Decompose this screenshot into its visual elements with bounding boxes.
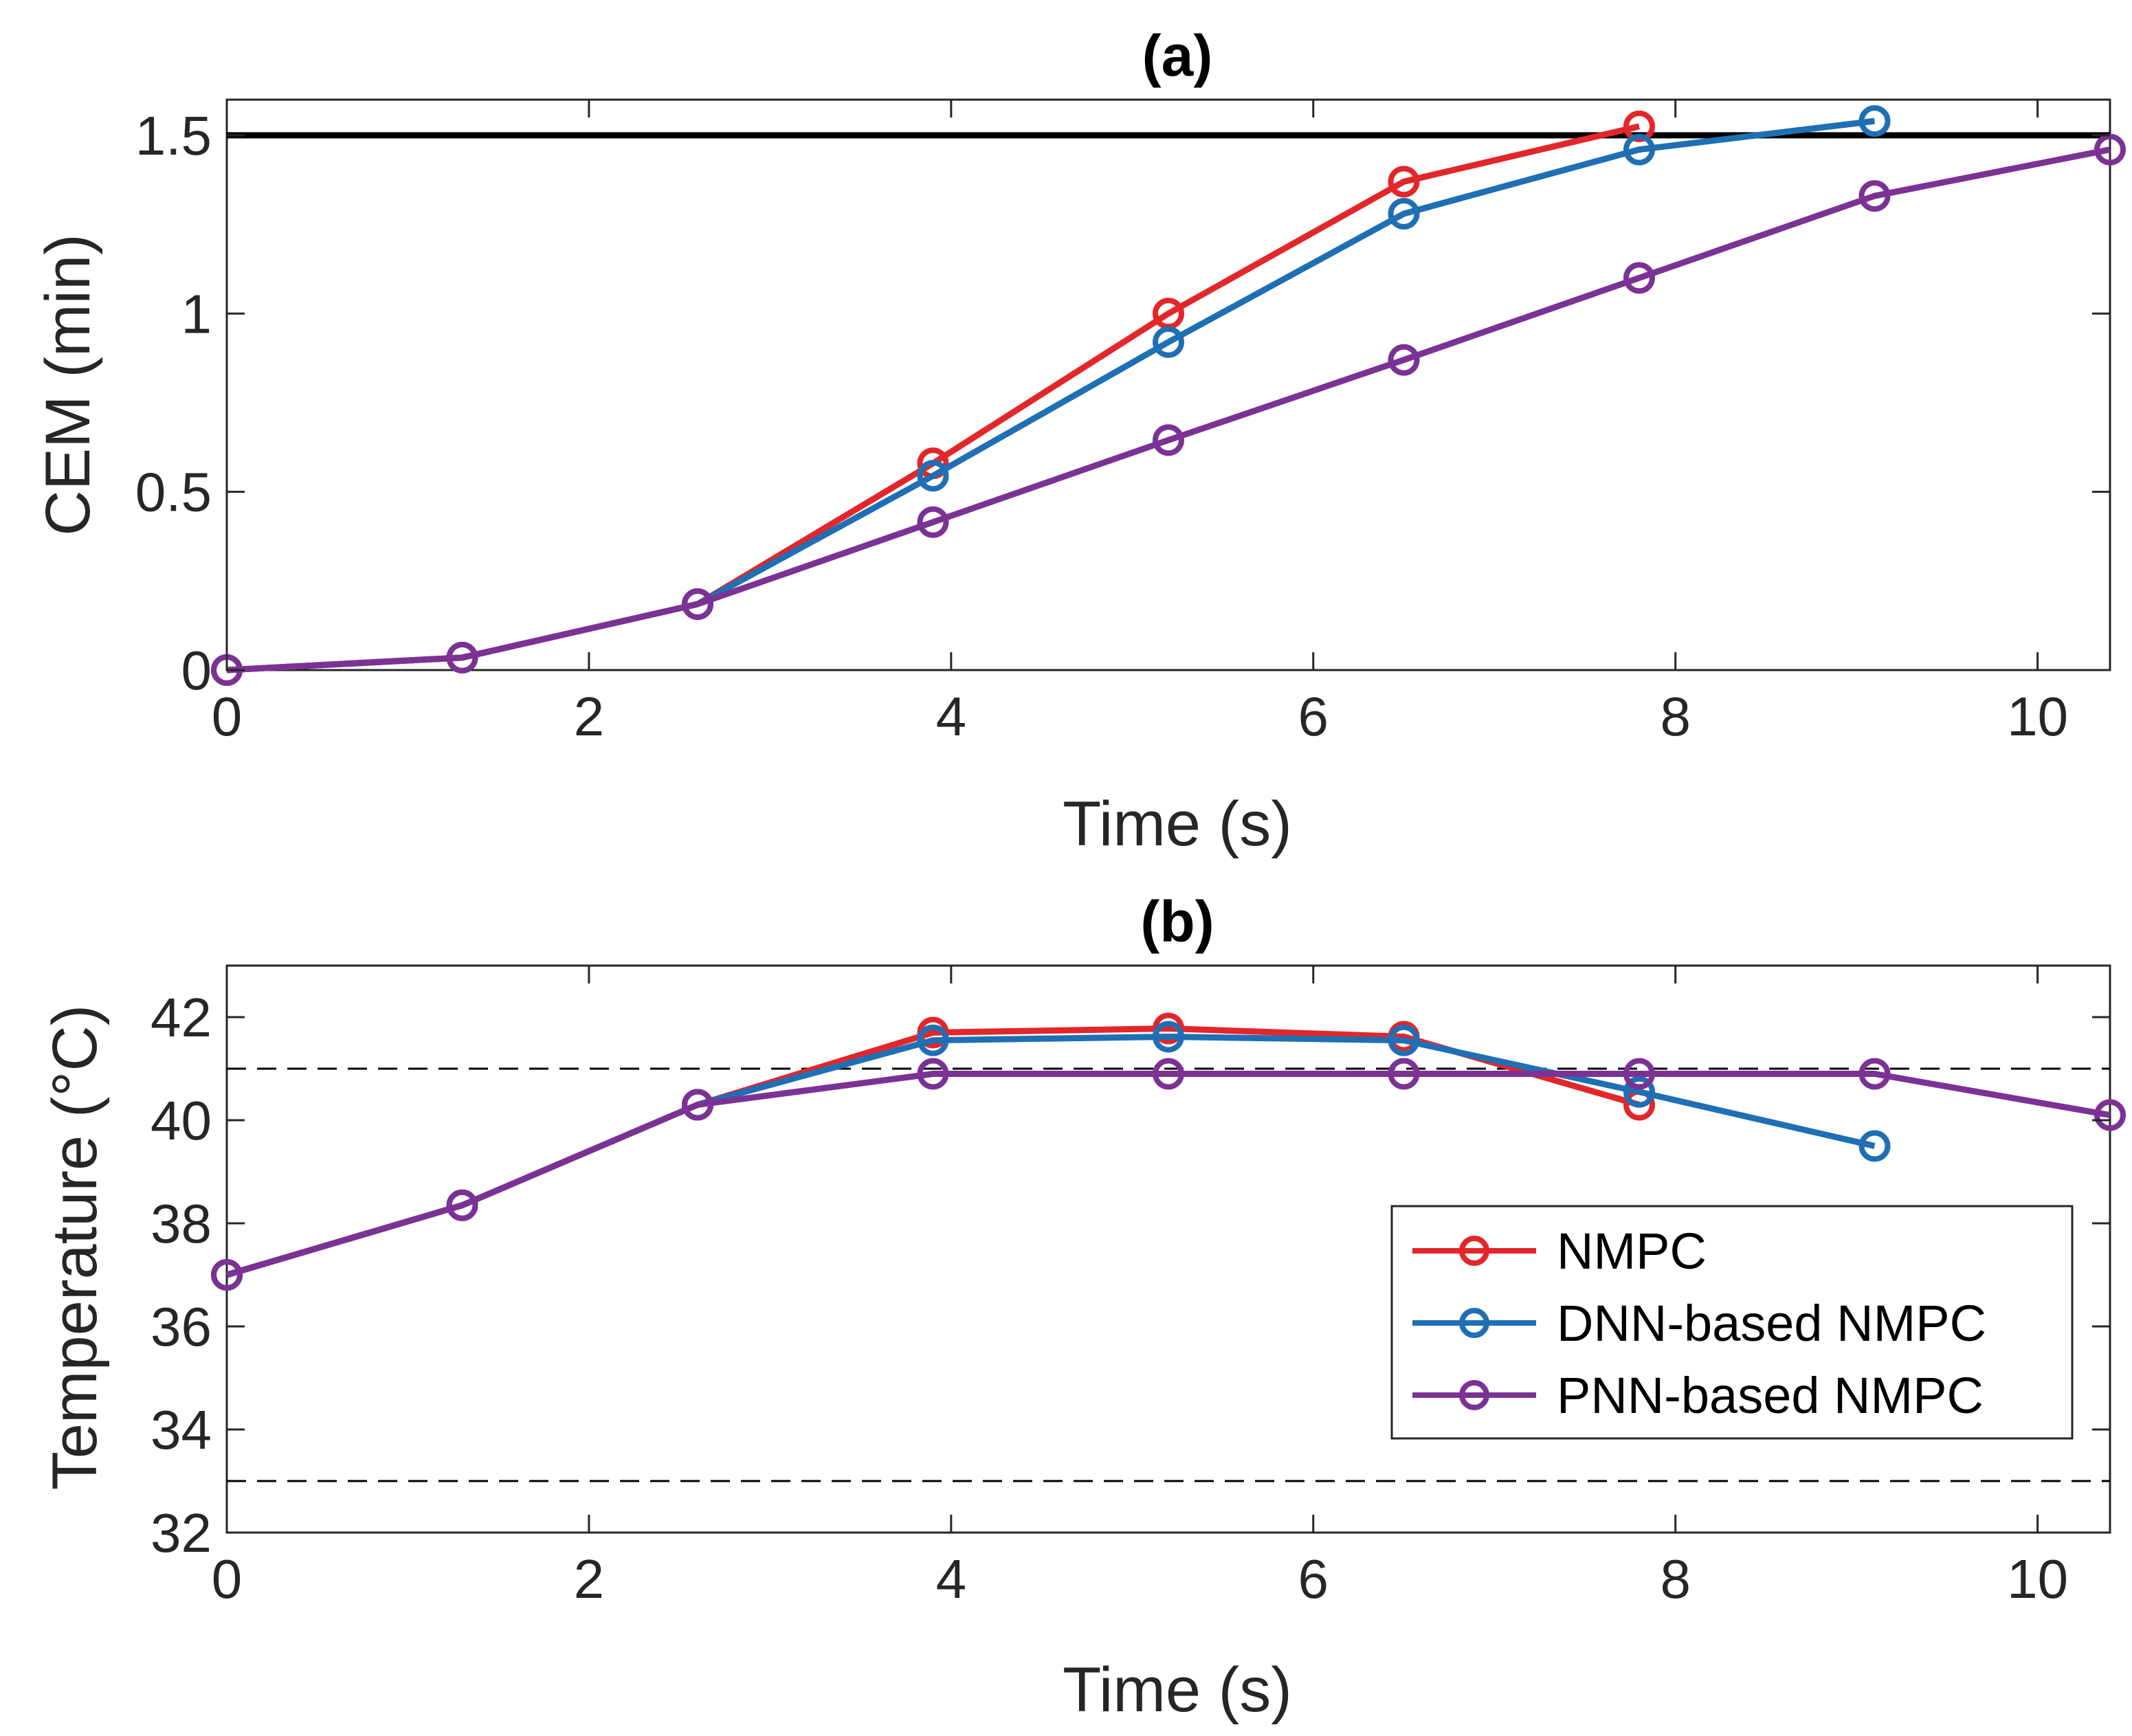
panel-b-x-tick-label: 0 (212, 1548, 243, 1610)
panel-a-series (211, 105, 2126, 686)
panel-a-series-nmpc (211, 110, 1655, 686)
legend-label-nmpc: NMPC (1557, 1223, 1707, 1280)
panel-a-point-pnn-based-nmpc (917, 506, 949, 538)
panel-b-y-tick-label: 34 (151, 1399, 212, 1460)
panel-a-x-tick-label: 2 (574, 686, 605, 747)
panel-a-line-dnn-based-nmpc (226, 118, 1876, 674)
panel-b-y-ticks: 32 34 36 38 40 42 (151, 987, 2110, 1563)
legend: NMPC DNN-based NMPC PNN-based NMPC (1390, 1205, 2074, 1440)
panel-a-point-nmpc (1388, 166, 1420, 198)
panel-a-x-ticks: 0 2 4 6 8 10 (212, 100, 2068, 747)
panel-b-line-pnn-based-nmpc (225, 1071, 2111, 1278)
legend-entry-nmpc: NMPC (1412, 1223, 1707, 1280)
panel-a-series-dnn-based-nmpc (211, 105, 1891, 686)
panel-a-title: (a) (1142, 23, 1213, 88)
panel-b-x-tick-label: 6 (1298, 1548, 1329, 1610)
panel-b-series-pnn-based-nmpc (211, 1058, 2126, 1291)
panel-a-y-tick-label: 1 (181, 283, 212, 344)
panel-b-point-pnn-based-nmpc (1623, 1058, 1655, 1090)
panel-a-x-tick-label: 6 (1298, 686, 1329, 747)
panel-b-y-tick-label: 32 (151, 1502, 212, 1563)
legend-entry-pnn: PNN-based NMPC (1412, 1367, 1984, 1424)
panel-a-point-pnn-based-nmpc (2094, 133, 2126, 166)
panel-b-point-pnn-based-nmpc (2094, 1099, 2126, 1131)
panel-a-point-pnn-based-nmpc (446, 641, 478, 674)
panel-a-point-pnn-based-nmpc (1388, 344, 1420, 376)
panel-b-point-pnn-based-nmpc (446, 1189, 478, 1221)
panel-b-y-tick-label: 36 (151, 1296, 212, 1357)
panel-b-point-dnn-based-nmpc (917, 1024, 949, 1056)
legend-entry-dnn: DNN-based NMPC (1412, 1295, 1986, 1352)
panel-b-point-pnn-based-nmpc (1388, 1058, 1420, 1090)
panel-a-point-pnn-based-nmpc (1858, 180, 1891, 212)
panel-b-point-pnn-based-nmpc (211, 1259, 243, 1291)
panel-b-point-dnn-based-nmpc (1388, 1024, 1420, 1056)
panel-a-point-dnn-based-nmpc (1623, 133, 1655, 166)
panel-b-point-pnn-based-nmpc (682, 1089, 713, 1121)
panel-a-x-tick-label: 8 (1660, 686, 1691, 747)
panel-a-point-nmpc (1623, 110, 1655, 142)
panel-a-point-pnn-based-nmpc (1623, 262, 1655, 294)
panel-b-x-tick-label: 8 (1660, 1548, 1691, 1610)
panel-b-x-axis-label: Time (s) (1063, 1655, 1292, 1725)
panel-b-x-tick-label: 4 (936, 1548, 967, 1610)
panel-b-point-dnn-based-nmpc (1858, 1130, 1891, 1162)
panel-b-y-tick-label: 40 (151, 1090, 212, 1151)
panel-b-point-dnn-based-nmpc (1153, 1021, 1184, 1053)
panel-a: (a) 0 2 4 6 8 10 0 0.5 1 1.5 Time (s) CEM (min) (33, 23, 2126, 859)
panel-a-x-axis-label: Time (s) (1063, 789, 1292, 859)
panel-a-y-tick-label: 0 (181, 640, 212, 701)
panel-a-y-ticks: 0 0.5 1 1.5 (135, 105, 2110, 701)
panel-a-point-dnn-based-nmpc (1153, 326, 1184, 358)
panel-a-point-dnn-based-nmpc (1388, 198, 1420, 230)
legend-label-pnn: PNN-based NMPC (1557, 1367, 1984, 1424)
panel-a-series-pnn-based-nmpc (211, 133, 2126, 686)
panel-b-point-pnn-based-nmpc (917, 1058, 949, 1090)
panel-b-y-tick-label: 42 (151, 987, 212, 1048)
panel-b-point-pnn-based-nmpc (1858, 1058, 1891, 1090)
panel-a-y-tick-label: 1.5 (135, 105, 212, 166)
panel-b-reference-lines (227, 1067, 2110, 1482)
panel-b-x-tick-label: 10 (2007, 1548, 2068, 1610)
legend-label-dnn: DNN-based NMPC (1557, 1295, 1986, 1352)
panel-b-x-ticks: 0 2 4 6 8 10 (212, 966, 2068, 1610)
panel-b-y-tick-label: 38 (151, 1193, 212, 1254)
panel-b-point-pnn-based-nmpc (1153, 1058, 1184, 1090)
panel-a-point-dnn-based-nmpc (917, 460, 949, 492)
panel-b-y-axis-label: Temperature (°C) (40, 1005, 110, 1491)
panel-b-point-dnn-based-nmpc (1623, 1076, 1655, 1108)
panel-a-x-tick-label: 0 (212, 686, 243, 747)
panel-b-title: (b) (1140, 889, 1214, 954)
panel-b-axes-box (225, 964, 2111, 1534)
panel-a-point-pnn-based-nmpc (1153, 424, 1184, 456)
panel-a-y-axis-label: CEM (min) (33, 234, 103, 536)
panel-a-y-tick-label: 0.5 (135, 462, 212, 523)
panel-a-x-tick-label: 4 (936, 686, 967, 747)
panel-b: (b) 0 2 4 6 8 10 32 34 36 38 40 42 Time (s) Temper… (40, 889, 2126, 1725)
legend-marker-dnn (1459, 1308, 1489, 1338)
panel-b-series (211, 1012, 2126, 1291)
panel-a-line-pnn-based-nmpc (226, 146, 2111, 674)
legend-marker-nmpc (1459, 1236, 1489, 1266)
legend-marker-pnn (1459, 1380, 1489, 1410)
panel-a-axes-box (225, 98, 2111, 671)
panel-a-point-pnn-based-nmpc (682, 588, 713, 621)
panel-a-point-dnn-based-nmpc (1858, 105, 1891, 137)
panel-a-x-tick-label: 10 (2007, 686, 2068, 747)
panel-b-x-tick-label: 2 (574, 1548, 605, 1610)
